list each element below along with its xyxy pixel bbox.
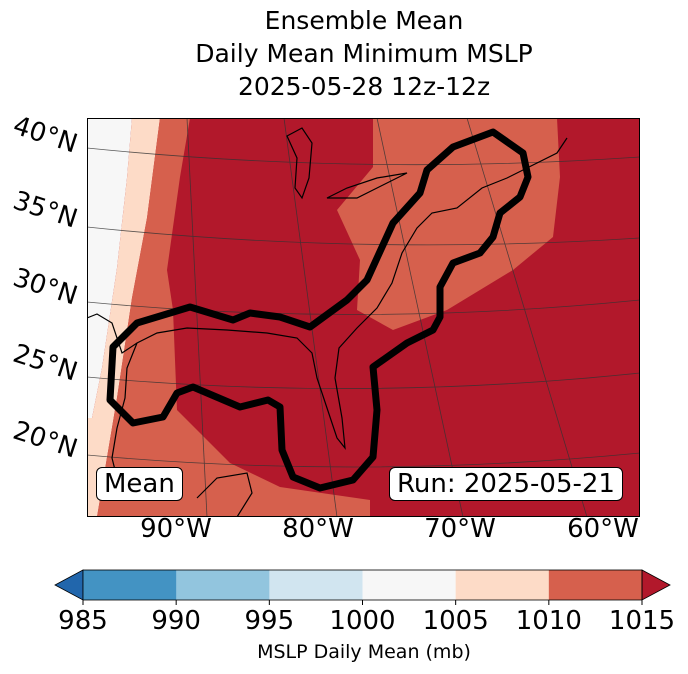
colorbar (54, 569, 671, 605)
colorbar-tick-label: 995 (244, 606, 295, 636)
lat-label-40: 40°N (9, 110, 81, 160)
colorbar-tick-label: 1015 (608, 606, 676, 636)
lat-label-25: 25°N (9, 338, 81, 388)
colorbar-segment (455, 570, 550, 600)
graticule (87, 118, 640, 517)
title-line-3: 2025-05-28 12z-12z (237, 72, 491, 101)
lon-label-60: 60°W (567, 514, 639, 544)
colorbar-tick-label: 1005 (422, 606, 489, 636)
colorbar-extend-low (54, 569, 84, 601)
region-1010-1015-northeast (337, 118, 560, 330)
region-1000-1005 (87, 118, 132, 418)
probability-contour (106, 128, 532, 492)
lat-label-35: 35°N (9, 185, 81, 235)
region-1005-1010-west (87, 118, 160, 517)
colorbar-tick-label: 990 (151, 606, 201, 636)
run-label-box: Run: 2025-05-21 (389, 467, 623, 501)
lon-label-70: 70°W (424, 514, 496, 544)
mean-label-box: Mean (96, 467, 183, 501)
lon-label-90: 90°W (140, 514, 212, 544)
colorbar-segment (362, 570, 457, 600)
lon-label-80: 80°W (282, 514, 354, 544)
lat-label-20: 20°N (9, 415, 81, 465)
colorbar-tick-label: 985 (58, 606, 108, 636)
colorbar-tick-label: 1010 (515, 606, 582, 636)
colorbar-segment (269, 570, 363, 600)
lat-label-30: 30°N (9, 262, 81, 312)
colorbar-extend-high (641, 569, 671, 601)
colorbar-label: MSLP Daily Mean (mb) (257, 641, 471, 663)
colorbar-tick-label: 1000 (329, 606, 396, 636)
colorbar-segment (83, 570, 177, 600)
title-line-1: Ensemble Mean (264, 6, 464, 35)
colorbar-segment (176, 570, 270, 600)
map-frame (87, 118, 640, 517)
title-line-2: Daily Mean Minimum MSLP (195, 39, 533, 68)
map (87, 118, 640, 517)
colorbar-segment (548, 570, 643, 600)
